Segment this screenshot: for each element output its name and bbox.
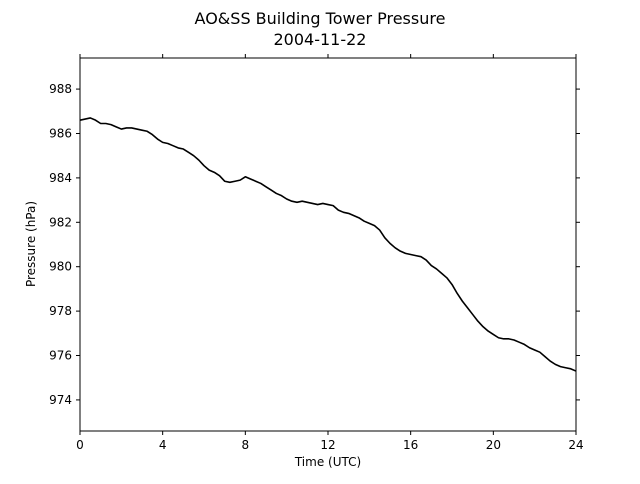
chart-subtitle: 2004-11-22: [274, 30, 367, 49]
x-tick-label: 24: [568, 438, 583, 452]
y-tick-label: 980: [49, 260, 72, 274]
y-tick-label: 984: [49, 171, 72, 185]
x-tick-label: 8: [242, 438, 250, 452]
plot-frame: [79, 57, 577, 432]
y-axis-label: Pressure (hPa): [24, 201, 38, 287]
x-tick-label: 16: [403, 438, 418, 452]
y-tick-label: 974: [49, 393, 72, 407]
y-tick-label: 986: [49, 126, 72, 140]
x-tick-label: 4: [159, 438, 167, 452]
y-tick-label: 978: [49, 304, 72, 318]
pressure-series-line: [79, 117, 577, 372]
y-tick-label: 982: [49, 215, 72, 229]
x-tick-label: 0: [76, 438, 84, 452]
chart-title: AO&SS Building Tower Pressure: [195, 9, 446, 28]
x-axis-label: Time (UTC): [294, 455, 361, 469]
y-tick-label: 976: [49, 349, 72, 363]
y-tick-label: 988: [49, 82, 72, 96]
plot-area: 0 4 8 12 16 20 24 974 976 978 980 982 984 986 988: [49, 54, 584, 452]
x-tick-label: 20: [486, 438, 501, 452]
x-tick-label: 12: [320, 438, 335, 452]
